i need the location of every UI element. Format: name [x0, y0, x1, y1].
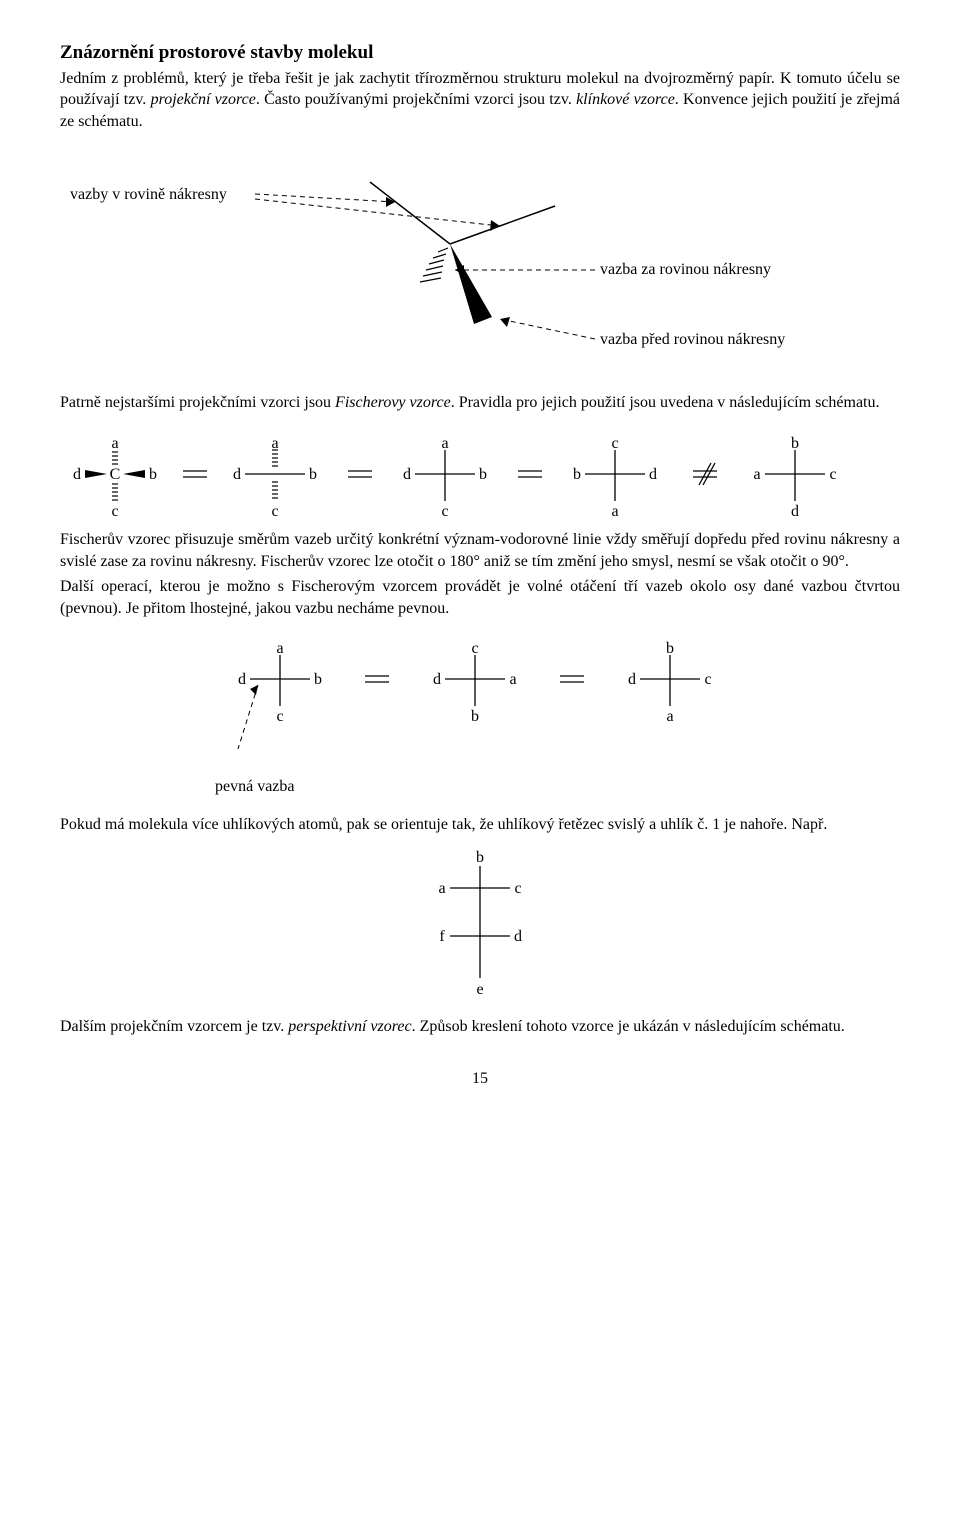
- f4-left: b: [573, 466, 581, 483]
- page-title: Znázornění prostorové stavby molekul: [60, 40, 900, 66]
- fischer-rotate-para: Další operací, kterou je možno s Fischer…: [60, 576, 900, 619]
- f5-right: c: [829, 466, 836, 483]
- dc-bottom: e: [476, 981, 483, 998]
- r3-left: d: [628, 671, 636, 688]
- r1-right: b: [314, 671, 322, 688]
- f3-bottom: c: [441, 503, 448, 520]
- dc-top: b: [476, 849, 484, 866]
- para6-text-c: . Způsob kreslení tohoto vzorce je ukázá…: [412, 1018, 845, 1035]
- perspective-para: Dalším projekčním vzorcem je tzv. perspe…: [60, 1016, 900, 1038]
- f5-bottom: d: [791, 503, 799, 520]
- label-plane: vazby v rovině nákresny: [70, 186, 227, 203]
- para2-term-fischer: Fischerovy vzorce: [335, 394, 451, 411]
- r1-bottom: c: [276, 708, 283, 725]
- double-cross-diagram: b a c f d e: [380, 848, 580, 1008]
- f1-right: b: [149, 466, 157, 483]
- r2-right: a: [509, 671, 516, 688]
- r2-top: c: [471, 640, 478, 657]
- f4-bottom: a: [611, 503, 618, 520]
- f3-top: a: [441, 435, 448, 452]
- f5-top: b: [791, 435, 799, 452]
- para2-text-a: Patrně nejstaršími projekčními vzorci js…: [60, 394, 335, 411]
- rotate-row-diagram: a c d b c b d a b a d c pevná vazba: [160, 631, 800, 806]
- f1-center: C: [110, 466, 121, 483]
- f2-right: b: [309, 466, 317, 483]
- wedge-diagram: vazby v rovině nákresny vazba za rovinou…: [60, 144, 900, 384]
- page-number: 15: [60, 1068, 900, 1090]
- para6-term-perspektivni: perspektivní vzorec: [288, 1018, 411, 1035]
- f3-right: b: [479, 466, 487, 483]
- fixed-bond-label: pevná vazba: [215, 778, 295, 795]
- label-front: vazba před rovinou nákresny: [600, 331, 785, 348]
- para1-term-klinkove: klínkové vzorce: [576, 91, 675, 108]
- intro-para: Jedním z problémů, který je třeba řešit …: [60, 68, 900, 133]
- dc-u2-left: f: [439, 928, 445, 945]
- para6-text-a: Dalším projekčním vzorcem je tzv.: [60, 1018, 288, 1035]
- dc-u1-left: a: [438, 880, 445, 897]
- para2-text-c: . Pravidla pro jejich použití jsou uvede…: [451, 394, 880, 411]
- label-behind: vazba za rovinou nákresny: [600, 261, 771, 278]
- f3-left: d: [403, 466, 411, 483]
- dc-u1-right: c: [514, 880, 521, 897]
- r1-top: a: [276, 640, 283, 657]
- r1-left: d: [238, 671, 246, 688]
- r3-right: c: [704, 671, 711, 688]
- r3-top: b: [666, 640, 674, 657]
- f2-bottom: c: [271, 503, 278, 520]
- fischer-intro-para: Patrně nejstaršími projekčními vzorci js…: [60, 392, 900, 414]
- r2-left: d: [433, 671, 441, 688]
- f1-bottom: c: [111, 503, 118, 520]
- f5-left: a: [753, 466, 760, 483]
- para1-text-c: . Často používanými projekčními vzorci j…: [256, 91, 576, 108]
- f4-right: d: [649, 466, 657, 483]
- f1-top: a: [111, 435, 118, 452]
- r3-bottom: a: [666, 708, 673, 725]
- f4-top: c: [611, 435, 618, 452]
- f1-left: d: [73, 466, 81, 483]
- multi-carbon-para: Pokud má molekula více uhlíkových atomů,…: [60, 814, 900, 836]
- fischer-desc-para: Fischerův vzorec přisuzuje směrům vazeb …: [60, 529, 900, 572]
- fischer-row-diagram: a c d b C a c d b: [60, 426, 900, 521]
- para1-term-projekcni: projekční vzorce: [151, 91, 256, 108]
- r2-bottom: b: [471, 708, 479, 725]
- dc-u2-right: d: [514, 928, 522, 945]
- f2-left: d: [233, 466, 241, 483]
